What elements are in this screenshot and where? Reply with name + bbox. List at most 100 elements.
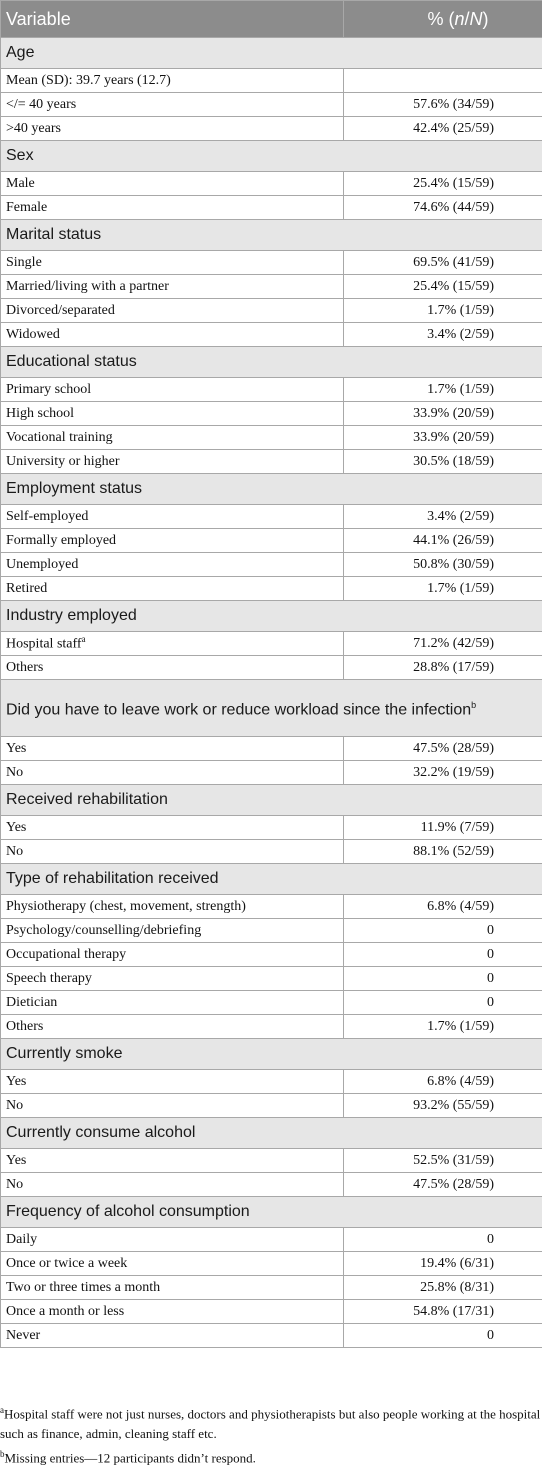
table-header-row: Variable % (n/N) xyxy=(1,1,542,38)
row-label: Occupational therapy xyxy=(1,943,344,967)
row-label: Others xyxy=(1,1015,344,1039)
footnote-b: bMissing entries—12 participants didn’t … xyxy=(0,1444,542,1468)
section-title: Type of rehabilitation received xyxy=(1,864,542,895)
row-label-text: Male xyxy=(6,176,35,191)
row-value: 1.7% (1/59) xyxy=(344,1015,542,1039)
row-label: Married/living with a partner xyxy=(1,275,344,299)
row-label: No xyxy=(1,1173,344,1197)
row-label: Female xyxy=(1,196,344,220)
row-value: 1.7% (1/59) xyxy=(344,378,542,402)
row-value: 42.4% (25/59) xyxy=(344,117,542,141)
section-header-row: Industry employed xyxy=(1,601,542,632)
row-label-text: Married/living with a partner xyxy=(6,279,169,294)
footnote-a-text: Hospital staff were not just nurses, doc… xyxy=(0,1406,540,1441)
section-title-text: Industry employed xyxy=(6,607,137,624)
row-label: Male xyxy=(1,172,344,196)
row-label-text: Others xyxy=(6,1019,43,1034)
row-value: 3.4% (2/59) xyxy=(344,323,542,347)
row-value: 93.2% (55/59) xyxy=(344,1094,542,1118)
row-label-text: Physiotherapy (chest, movement, strength… xyxy=(6,899,246,914)
row-value: 6.8% (4/59) xyxy=(344,895,542,919)
row-label: >40 years xyxy=(1,117,344,141)
header-variable: Variable xyxy=(1,1,344,38)
row-value: 71.2% (42/59) xyxy=(344,632,542,656)
row-label: Others xyxy=(1,656,344,680)
row-value: 0 xyxy=(344,1324,542,1348)
row-label: Once a month or less xyxy=(1,1300,344,1324)
section-header-row: Educational status xyxy=(1,347,542,378)
row-label: Hospital staffa xyxy=(1,632,344,656)
table-row: Others 1.7% (1/59) xyxy=(1,1015,542,1039)
row-label-text: Primary school xyxy=(6,382,91,397)
row-value: 30.5% (18/59) xyxy=(344,450,542,474)
header-value: % (n/N) xyxy=(344,1,542,38)
table-row: Physiotherapy (chest, movement, strength… xyxy=(1,895,542,919)
section-title: Did you have to leave work or reduce wor… xyxy=(1,680,542,737)
row-value: 44.1% (26/59) xyxy=(344,529,542,553)
section-header-row: Marital status xyxy=(1,220,542,251)
row-label: Vocational training xyxy=(1,426,344,450)
row-value: 28.8% (17/59) xyxy=(344,656,542,680)
row-label: Self-employed xyxy=(1,505,344,529)
table-row: Divorced/separated 1.7% (1/59) xyxy=(1,299,542,323)
table-row: Male 25.4% (15/59) xyxy=(1,172,542,196)
row-value: 32.2% (19/59) xyxy=(344,761,542,785)
row-label-text: Yes xyxy=(6,741,26,756)
row-value: 19.4% (6/31) xyxy=(344,1252,542,1276)
section-header-row: Sex xyxy=(1,141,542,172)
row-label: Never xyxy=(1,1324,344,1348)
footnote-b-text: Missing entries—12 participants didn’t r… xyxy=(5,1451,256,1466)
row-label: Two or three times a month xyxy=(1,1276,344,1300)
row-label: Speech therapy xyxy=(1,967,344,991)
row-label-text: Divorced/separated xyxy=(6,303,115,318)
footnote-a: aHospital staff were not just nurses, do… xyxy=(0,1400,542,1444)
row-label: Yes xyxy=(1,1149,344,1173)
row-label: Daily xyxy=(1,1228,344,1252)
row-label-text: Two or three times a month xyxy=(6,1280,160,1295)
row-label: No xyxy=(1,761,344,785)
row-value: 54.8% (17/31) xyxy=(344,1300,542,1324)
row-label-text: Never xyxy=(6,1328,40,1343)
row-label-text: >40 years xyxy=(6,121,61,136)
section-header-row: Received rehabilitation xyxy=(1,785,542,816)
row-value: 50.8% (30/59) xyxy=(344,553,542,577)
row-label: Psychology/counselling/debriefing xyxy=(1,919,344,943)
row-value: 0 xyxy=(344,1228,542,1252)
row-value: 0 xyxy=(344,991,542,1015)
section-title-text: Currently consume alcohol xyxy=(6,1124,195,1141)
section-header-row: Age xyxy=(1,38,542,69)
row-label-text: Hospital staff xyxy=(6,637,82,652)
row-label-text: Vocational training xyxy=(6,430,113,445)
section-title-text: Age xyxy=(6,44,34,61)
row-value: 0 xyxy=(344,943,542,967)
row-value: 1.7% (1/59) xyxy=(344,299,542,323)
row-label: Once or twice a week xyxy=(1,1252,344,1276)
row-label: Dietician xyxy=(1,991,344,1015)
row-label: Physiotherapy (chest, movement, strength… xyxy=(1,895,344,919)
row-label-text: No xyxy=(6,765,23,780)
row-label: Primary school xyxy=(1,378,344,402)
section-title-text: Sex xyxy=(6,147,34,164)
section-title-text: Received rehabilitation xyxy=(6,791,168,808)
section-title-text: Did you have to leave work or reduce wor… xyxy=(6,702,471,719)
table-row: Primary school 1.7% (1/59) xyxy=(1,378,542,402)
row-value: 25.4% (15/59) xyxy=(344,172,542,196)
footnote-marker: b xyxy=(471,700,476,710)
section-header-row: Type of rehabilitation received xyxy=(1,864,542,895)
